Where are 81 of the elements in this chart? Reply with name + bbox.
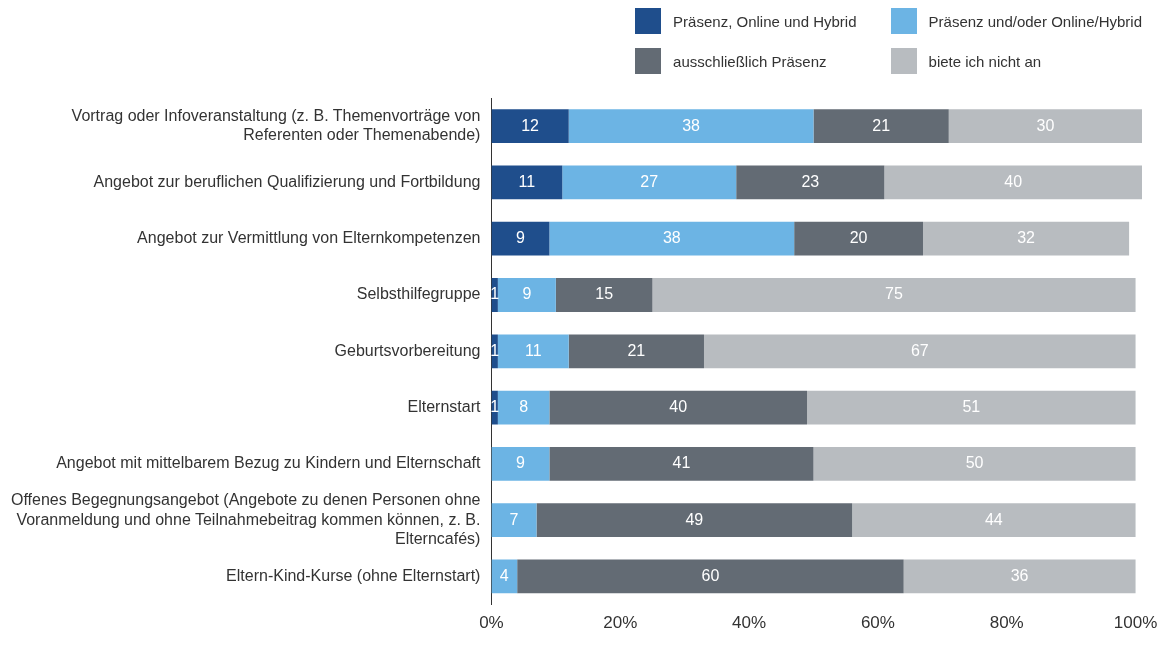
data-label: 15 <box>595 285 614 303</box>
data-label: 12 <box>521 116 540 134</box>
data-label: 21 <box>627 341 646 359</box>
y-tick-label: Elternstart <box>407 398 481 415</box>
y-tick-label: Angebot zur Vermittlung von Elternkompetenzen <box>137 229 481 247</box>
bar <box>852 503 1136 538</box>
data-label: 23 <box>801 172 820 190</box>
legend-label: ausschließlich Präsenz <box>673 52 827 70</box>
y-tick-label: Vortrag oder Infoveranstaltung (z. B. Themenvorträge von Referenten oder Themenabende) <box>71 106 481 144</box>
bar <box>497 390 550 425</box>
y-tick-label: Offenes Begegnungsangebot (Angebote zu denen Personen ohne Voranmeldung und ohne Teilnahmebeitrag kommen können, z. B. Elterncafés) <box>11 491 481 547</box>
x-tick-label: 60% <box>860 613 895 633</box>
bar <box>491 221 550 256</box>
data-label: 60 <box>701 566 720 584</box>
data-label: 11 <box>518 172 536 190</box>
data-label: 75 <box>885 285 904 303</box>
x-tick-label: 100% <box>1113 613 1158 633</box>
data-label: 38 <box>682 116 701 134</box>
data-label: 27 <box>640 172 659 190</box>
data-label: 67 <box>910 341 929 359</box>
data-label: 4 <box>499 566 509 584</box>
data-label: 44 <box>984 510 1003 528</box>
bar <box>491 446 550 481</box>
x-tick-label: 80% <box>989 613 1024 633</box>
data-label: 11 <box>524 341 542 359</box>
data-label: 20 <box>849 229 868 247</box>
bar <box>549 390 808 425</box>
bar <box>568 334 704 369</box>
data-label: 32 <box>1017 229 1036 247</box>
data-label: 50 <box>965 454 984 472</box>
bar <box>884 165 1142 200</box>
data-label: 40 <box>669 398 688 415</box>
bar <box>948 109 1142 144</box>
data-label: 9 <box>515 454 525 472</box>
y-tick-label: Geburtsvorbereitung <box>334 341 481 359</box>
y-tick-label: Selbsthilfegruppe <box>356 285 481 303</box>
bar <box>813 109 949 144</box>
bar <box>491 165 563 200</box>
bar <box>568 109 814 144</box>
x-tick-label: 0% <box>479 613 504 633</box>
data-label: 8 <box>519 398 529 415</box>
data-label: 1 <box>490 398 500 415</box>
bar <box>813 446 1136 481</box>
data-label: 9 <box>515 229 525 247</box>
data-label: 38 <box>662 229 681 247</box>
bar <box>652 278 1136 312</box>
bar <box>922 221 1130 256</box>
x-tick-label: 40% <box>732 613 767 633</box>
bar <box>736 165 885 200</box>
legend-label: Präsenz, Online und Hybrid <box>673 12 857 30</box>
data-label: 49 <box>685 510 704 528</box>
bar <box>549 221 795 256</box>
data-label: 41 <box>672 454 691 472</box>
data-label: 30 <box>1036 116 1055 134</box>
bar <box>807 390 1136 425</box>
legend-label: biete ich nicht an <box>928 52 1042 70</box>
y-tick-label: Eltern-Kind-Kurse (ohne Elternstart) <box>226 566 481 584</box>
bar <box>562 165 737 200</box>
bar <box>491 503 537 538</box>
bar <box>497 334 569 369</box>
data-label: 7 <box>509 510 519 528</box>
x-tick-label: 20% <box>603 613 638 633</box>
data-label: 21 <box>872 116 891 134</box>
data-label: 1 <box>490 341 500 359</box>
y-tick-label: Angebot zur beruflichen Qualifizierung und Fortbildung <box>93 172 481 190</box>
data-label: 51 <box>962 398 981 415</box>
bar <box>491 109 569 144</box>
bar <box>703 334 1136 369</box>
data-label: 1 <box>490 285 500 303</box>
data-label: 36 <box>1010 566 1029 584</box>
bar <box>903 559 1136 594</box>
data-label: 40 <box>1004 172 1023 190</box>
bar <box>517 559 904 594</box>
bar <box>497 278 556 312</box>
data-label: 9 <box>522 285 532 303</box>
bar <box>555 278 653 312</box>
legend-label: Präsenz und/oder Online/Hybrid <box>928 12 1142 30</box>
y-tick-label: Angebot mit mittelbarem Bezug zu Kindern und Elternschaft <box>56 454 481 472</box>
bar <box>536 503 853 538</box>
bar <box>549 446 814 481</box>
bar <box>794 221 923 256</box>
